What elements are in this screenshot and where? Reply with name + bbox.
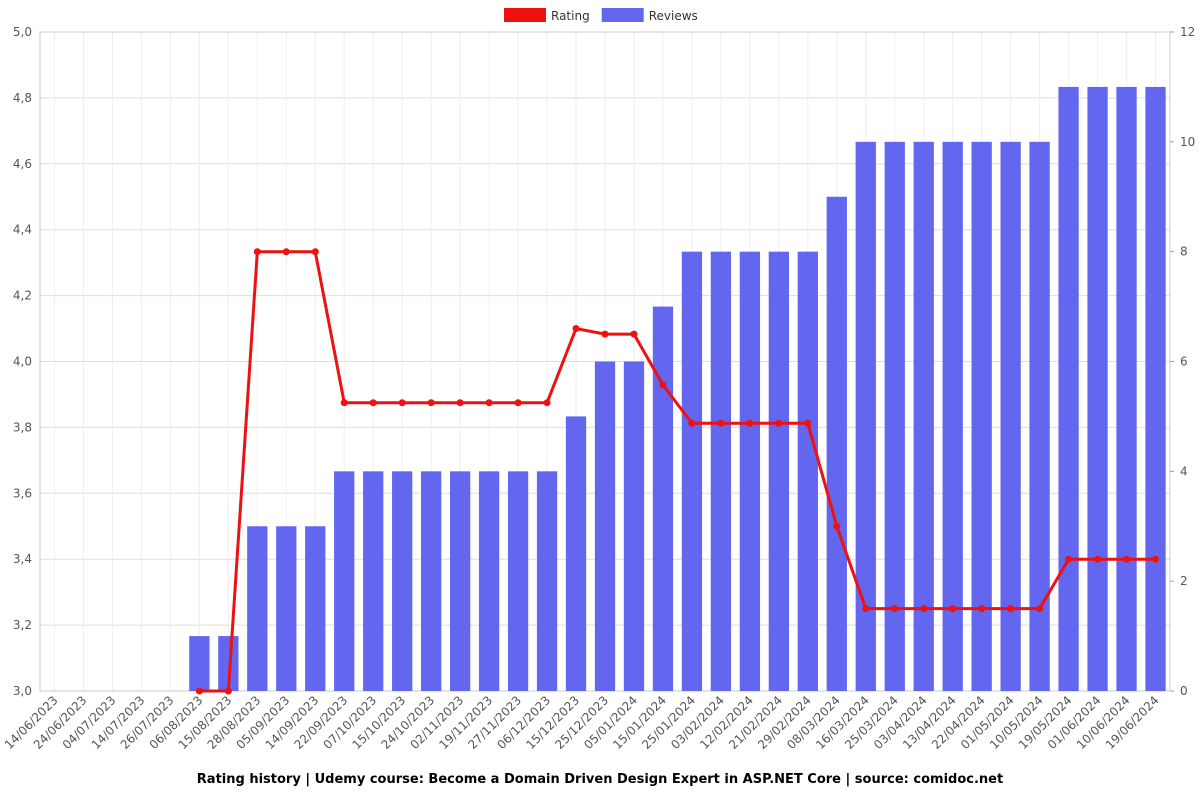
bar <box>884 141 905 692</box>
bar <box>565 416 587 691</box>
bar <box>189 636 210 691</box>
rating-point <box>195 687 203 695</box>
rating-point <box>891 605 899 613</box>
bar <box>305 526 326 691</box>
y2-tick-label: 6 <box>1180 355 1188 369</box>
rating-point <box>514 399 522 407</box>
rating-point <box>1123 555 1131 563</box>
rating-point <box>572 325 580 333</box>
bar <box>1058 86 1079 691</box>
bar <box>768 251 789 691</box>
y-tick-label: 3,4 <box>13 552 32 566</box>
bar <box>421 471 442 691</box>
legend-swatch <box>601 8 644 22</box>
bar <box>1087 86 1108 691</box>
rating-point <box>833 522 841 530</box>
bar <box>710 251 732 691</box>
bar <box>623 361 645 691</box>
bar <box>247 526 268 691</box>
legend-label: Reviews <box>649 9 698 23</box>
bar <box>1000 141 1021 692</box>
y-tick-label: 4,8 <box>13 91 32 105</box>
bar <box>826 196 847 691</box>
bar <box>478 471 500 691</box>
rating-point <box>253 248 261 256</box>
rating-point <box>688 419 696 427</box>
rating-point <box>282 248 290 256</box>
rating-point <box>804 419 812 427</box>
bar <box>536 471 558 691</box>
bar <box>971 141 992 692</box>
rating-point <box>746 419 754 427</box>
rating-point <box>630 330 638 338</box>
bar <box>276 526 297 691</box>
y2-tick-label: 0 <box>1180 684 1188 698</box>
rating-point <box>340 399 348 407</box>
legend-label: Rating <box>551 9 590 23</box>
rating-point <box>1094 555 1102 563</box>
y-tick-label: 4,2 <box>13 289 32 303</box>
bar <box>1029 141 1050 692</box>
rating-point <box>949 605 957 613</box>
bar <box>334 471 355 691</box>
y-tick-label: 3,8 <box>13 420 32 434</box>
bar <box>594 361 616 691</box>
y2-tick-label: 4 <box>1180 464 1188 478</box>
rating-point <box>1036 605 1044 613</box>
rating-point <box>485 399 493 407</box>
rating-point <box>1007 605 1015 613</box>
bar <box>1116 86 1137 691</box>
chart-title: Rating history | Udemy course: Become a … <box>197 772 1003 787</box>
bar <box>363 471 384 691</box>
y-tick-label: 3,0 <box>13 684 32 698</box>
bar <box>739 251 761 691</box>
bar <box>681 251 703 691</box>
y2-tick-label: 2 <box>1180 574 1188 588</box>
y-tick-label: 3,2 <box>13 618 32 632</box>
bar <box>797 251 818 691</box>
rating-point <box>920 605 928 613</box>
rating-point <box>369 399 377 407</box>
rating-point <box>224 687 232 695</box>
y-tick-label: 3,6 <box>13 486 32 500</box>
y-tick-label: 4,6 <box>13 157 32 171</box>
rating-point <box>398 399 406 407</box>
rating-point <box>456 399 464 407</box>
bar <box>449 471 471 691</box>
rating-point <box>775 419 783 427</box>
bar <box>652 306 674 691</box>
bar <box>855 141 876 692</box>
bar <box>392 471 413 691</box>
rating-point <box>427 399 435 407</box>
rating-point <box>601 330 609 338</box>
rating-point <box>717 419 725 427</box>
rating-point <box>862 605 870 613</box>
y2-tick-label: 8 <box>1180 245 1188 259</box>
bar <box>218 636 239 691</box>
rating-point <box>1152 555 1160 563</box>
legend-swatch <box>504 8 546 22</box>
bar <box>1145 86 1166 691</box>
bar <box>507 471 529 691</box>
y2-tick-label: 12 <box>1180 25 1195 39</box>
y-tick-label: 4,4 <box>13 223 32 237</box>
rating-point <box>311 248 319 256</box>
y-tick-label: 4,0 <box>13 355 32 369</box>
rating-point <box>978 605 986 613</box>
y2-tick-label: 10 <box>1180 135 1195 149</box>
rating-point <box>1065 555 1073 563</box>
rating-line <box>199 250 1156 693</box>
bar <box>913 141 934 692</box>
rating-point <box>543 399 551 407</box>
rating-point <box>659 381 667 389</box>
y-tick-label: 5,0 <box>13 25 32 39</box>
bar <box>942 141 963 692</box>
